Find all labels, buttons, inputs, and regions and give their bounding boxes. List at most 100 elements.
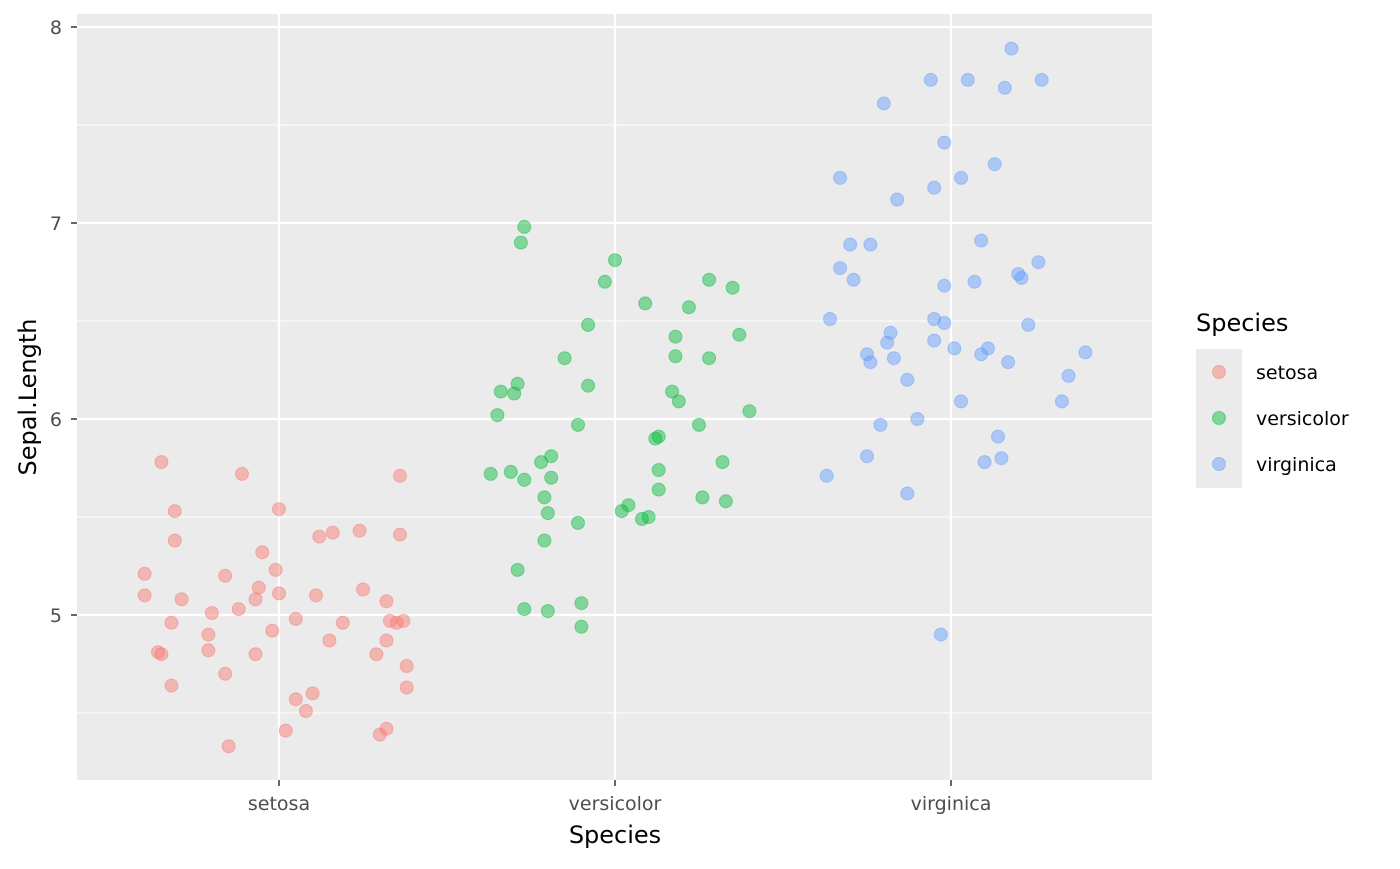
point-versicolor bbox=[608, 253, 622, 268]
point-virginica bbox=[890, 192, 905, 207]
point-setosa bbox=[396, 613, 411, 628]
legend-key-virginica bbox=[1212, 457, 1226, 471]
point-versicolor bbox=[503, 464, 518, 479]
point-setosa bbox=[221, 739, 236, 754]
point-virginica bbox=[883, 325, 898, 340]
y-tick-label: 5 bbox=[50, 605, 62, 627]
x-tick-label: setosa bbox=[248, 793, 310, 815]
point-setosa bbox=[356, 582, 370, 597]
point-versicolor bbox=[668, 349, 683, 364]
point-versicolor bbox=[718, 494, 733, 509]
point-setosa bbox=[372, 727, 387, 742]
point-virginica bbox=[991, 429, 1005, 444]
legend-key-bg bbox=[1196, 349, 1242, 488]
legend-label-setosa: setosa bbox=[1256, 362, 1318, 384]
point-versicolor bbox=[540, 604, 555, 619]
point-versicolor bbox=[571, 515, 585, 530]
point-virginica bbox=[863, 237, 878, 252]
point-virginica bbox=[927, 312, 942, 326]
point-versicolor bbox=[638, 296, 653, 311]
point-versicolor bbox=[510, 562, 525, 577]
point-setosa bbox=[164, 678, 179, 693]
point-virginica bbox=[823, 312, 837, 326]
point-versicolor bbox=[534, 455, 549, 470]
point-versicolor bbox=[651, 482, 666, 497]
point-setosa bbox=[248, 647, 263, 662]
point-versicolor bbox=[544, 470, 559, 485]
point-setosa bbox=[174, 592, 189, 607]
point-setosa bbox=[288, 692, 303, 707]
point-versicolor bbox=[517, 472, 532, 487]
point-setosa bbox=[201, 643, 216, 658]
point-versicolor bbox=[537, 533, 552, 548]
point-virginica bbox=[1034, 72, 1049, 87]
point-virginica bbox=[1021, 317, 1036, 332]
point-versicolor bbox=[513, 235, 528, 250]
point-setosa bbox=[352, 523, 367, 538]
point-versicolor bbox=[597, 274, 612, 289]
point-virginica bbox=[1078, 345, 1093, 360]
point-setosa bbox=[255, 545, 270, 560]
point-versicolor bbox=[695, 490, 710, 505]
legend: Species setosa versicolor virginica bbox=[1196, 309, 1349, 488]
point-virginica bbox=[900, 486, 915, 501]
point-versicolor bbox=[681, 300, 696, 315]
point-setosa bbox=[393, 468, 407, 483]
point-virginica bbox=[977, 455, 992, 470]
point-virginica bbox=[1031, 255, 1046, 270]
point-versicolor bbox=[581, 378, 596, 393]
point-virginica bbox=[1004, 41, 1019, 56]
point-virginica bbox=[860, 449, 874, 464]
point-virginica bbox=[954, 394, 969, 409]
point-versicolor bbox=[540, 506, 555, 521]
point-virginica bbox=[937, 278, 952, 293]
point-virginica bbox=[927, 180, 942, 195]
point-virginica bbox=[1011, 267, 1026, 281]
point-setosa bbox=[322, 633, 337, 648]
legend-label-virginica: virginica bbox=[1256, 454, 1337, 476]
point-setosa bbox=[167, 533, 182, 548]
point-versicolor bbox=[651, 463, 666, 477]
point-virginica bbox=[843, 237, 858, 252]
point-virginica bbox=[876, 96, 891, 111]
point-virginica bbox=[927, 333, 942, 348]
point-setosa bbox=[389, 615, 404, 630]
point-virginica bbox=[886, 351, 901, 366]
point-virginica bbox=[923, 72, 938, 87]
point-virginica bbox=[873, 417, 888, 432]
point-virginica bbox=[994, 451, 1009, 466]
x-tick-label: virginica bbox=[911, 793, 992, 815]
point-virginica bbox=[819, 468, 834, 483]
point-setosa bbox=[151, 645, 165, 660]
point-setosa bbox=[248, 592, 263, 607]
point-setosa bbox=[335, 615, 350, 630]
point-setosa bbox=[265, 623, 280, 638]
point-virginica bbox=[1054, 394, 1069, 409]
point-virginica bbox=[937, 135, 952, 150]
point-virginica bbox=[880, 335, 895, 350]
point-virginica bbox=[910, 412, 925, 426]
point-virginica bbox=[981, 341, 995, 356]
point-setosa bbox=[137, 566, 152, 581]
point-versicolor bbox=[574, 619, 589, 634]
point-setosa bbox=[382, 613, 397, 628]
point-setosa bbox=[278, 723, 293, 738]
point-setosa bbox=[309, 588, 323, 603]
point-setosa bbox=[201, 627, 216, 642]
point-versicolor bbox=[715, 455, 730, 470]
point-virginica bbox=[960, 72, 975, 87]
point-versicolor bbox=[671, 394, 686, 409]
point-setosa bbox=[305, 686, 320, 701]
point-versicolor bbox=[725, 280, 740, 295]
point-virginica bbox=[967, 274, 982, 289]
point-versicolor bbox=[507, 386, 522, 401]
point-setosa bbox=[369, 647, 384, 662]
point-versicolor bbox=[581, 317, 596, 332]
point-setosa bbox=[298, 704, 313, 718]
point-setosa bbox=[312, 529, 327, 544]
point-virginica bbox=[863, 355, 878, 370]
point-setosa bbox=[164, 615, 179, 630]
point-versicolor bbox=[702, 272, 717, 287]
legend-title: Species bbox=[1196, 309, 1288, 337]
